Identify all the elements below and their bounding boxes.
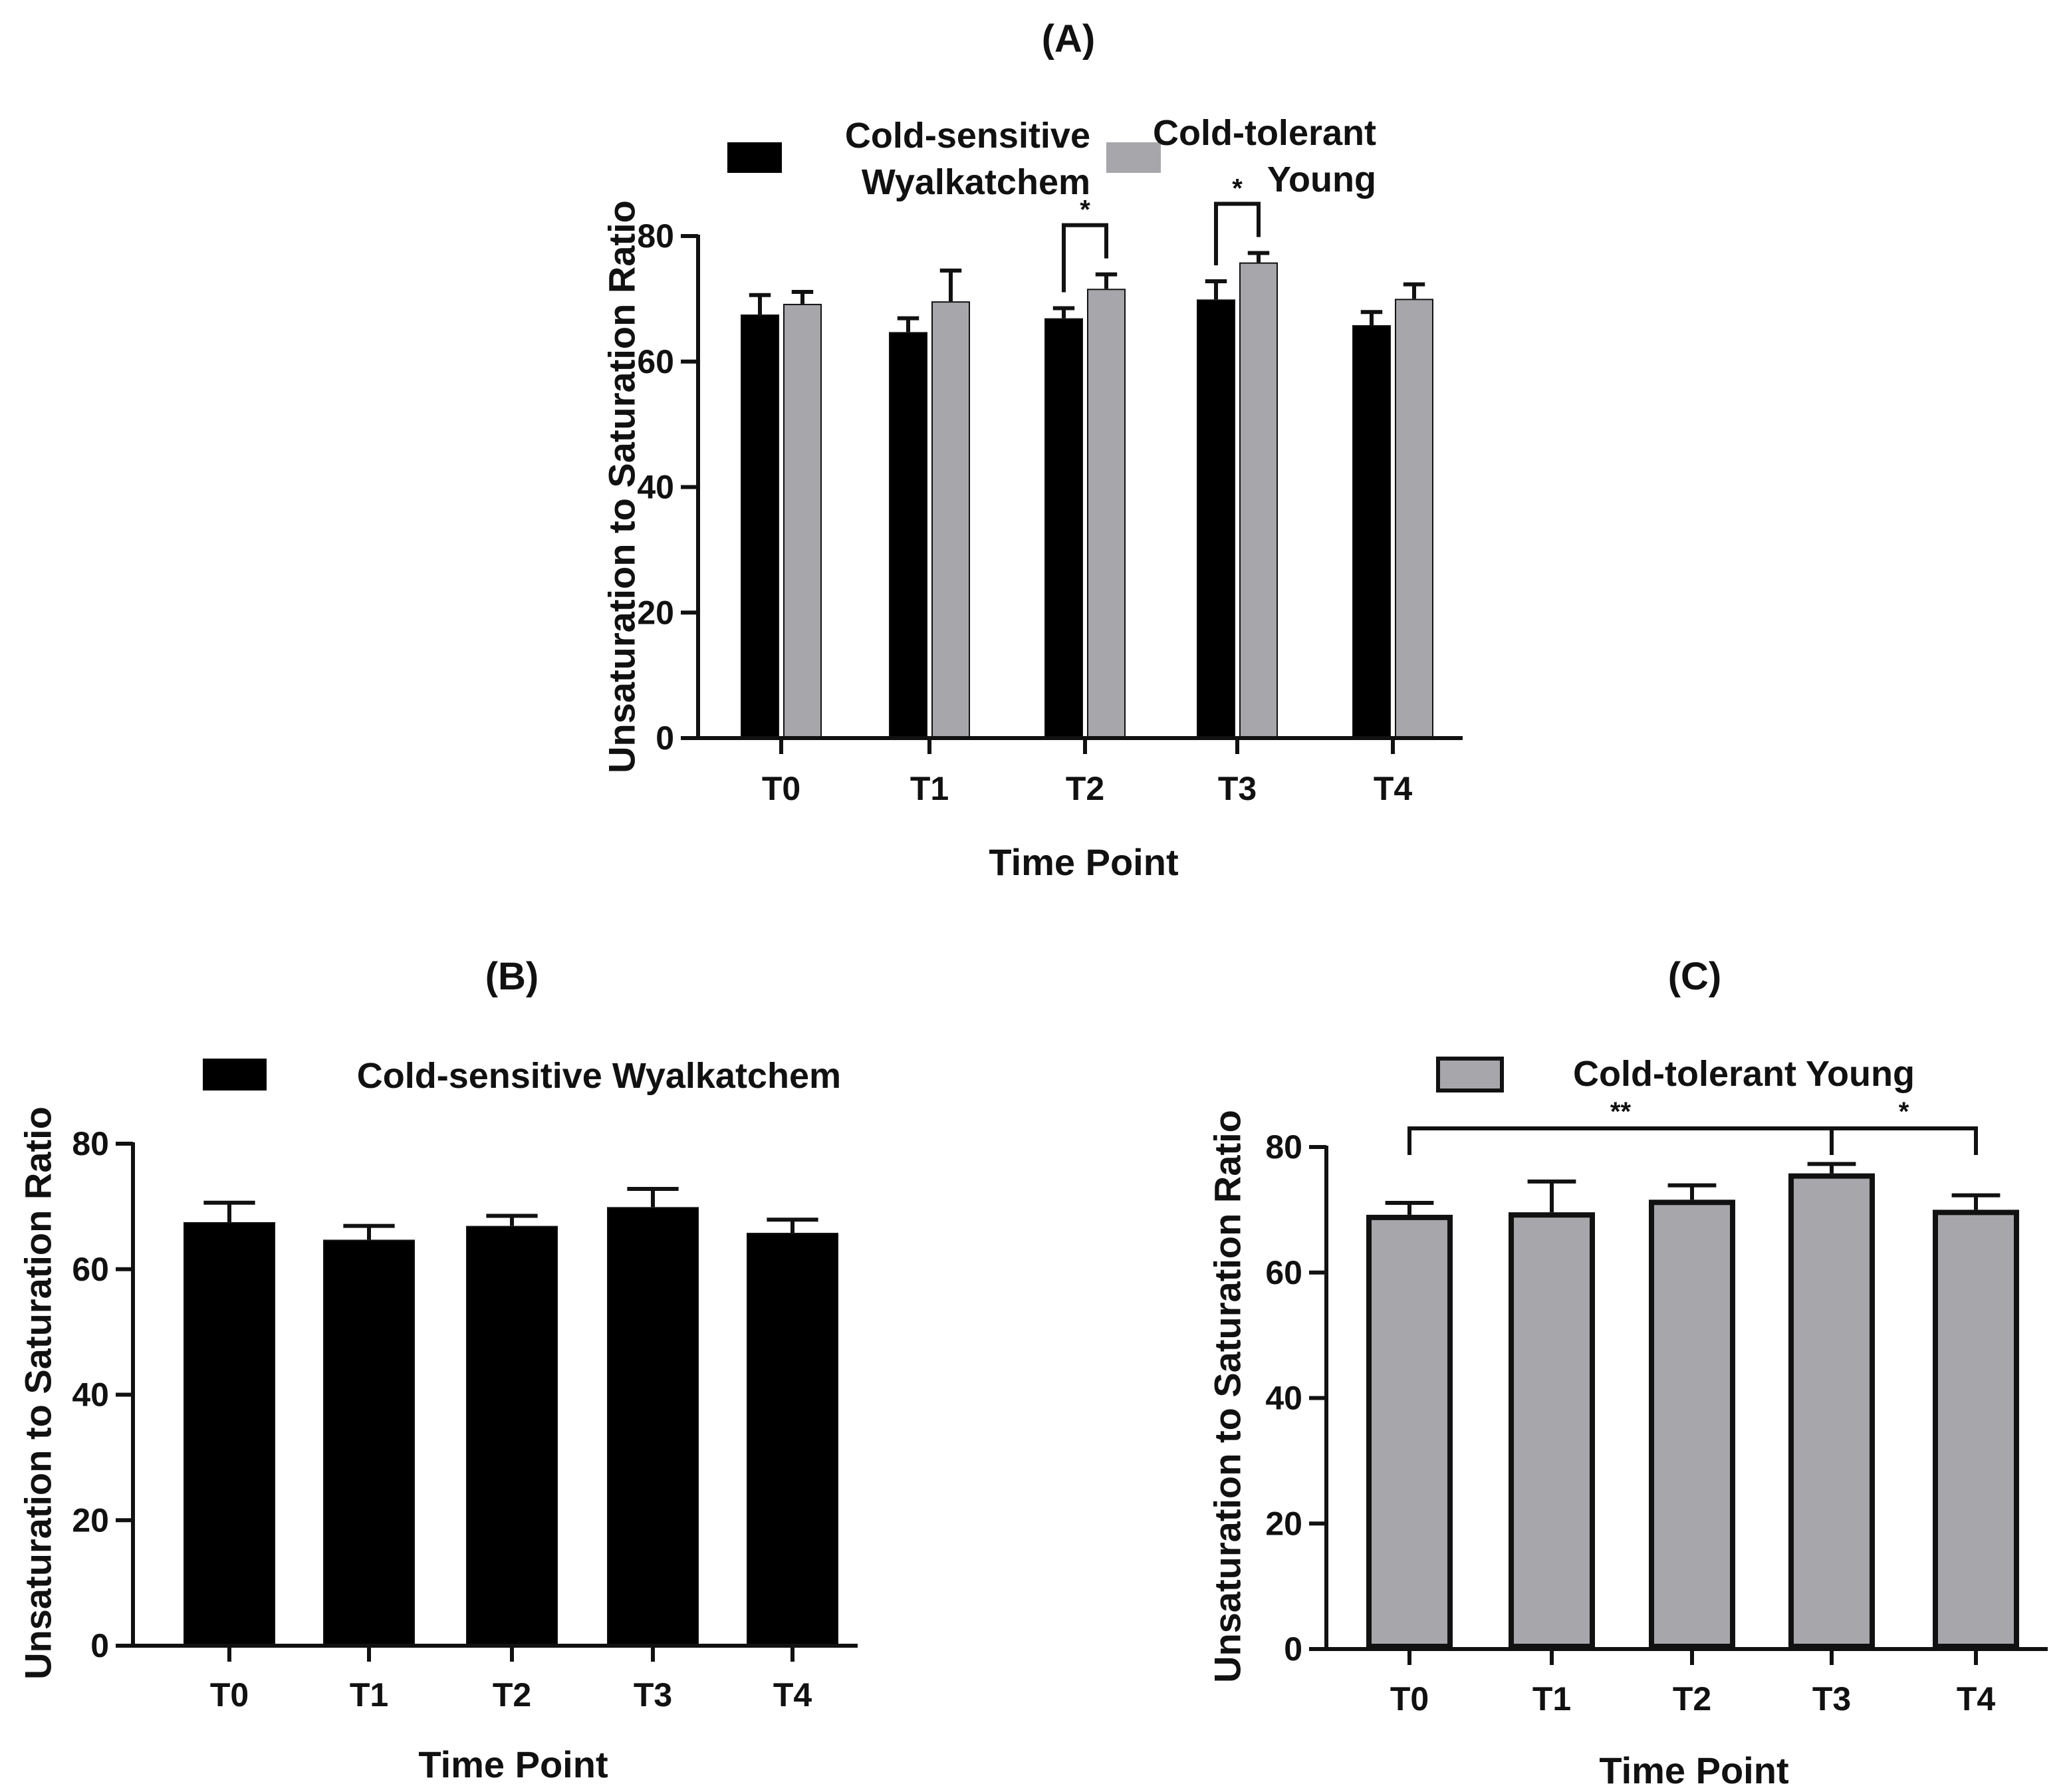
x-tick-label: T1 xyxy=(910,770,949,807)
bar-cold-tolerant-young-t1 xyxy=(1509,1212,1595,1649)
x-tick-label: T2 xyxy=(493,1676,531,1714)
panel-b: (B) 0 20 40 60 80 T0 T1 T2 T3 T4 Time Point Unsatura… xyxy=(17,955,858,1785)
legend-swatch xyxy=(1106,142,1161,173)
bar-cold-tolerant-young-t2 xyxy=(1087,289,1126,738)
significance-label: * xyxy=(1080,195,1090,225)
panel-title: (C) xyxy=(1668,955,1722,998)
bar-cold-tolerant-young-t0 xyxy=(783,303,822,738)
significance-bracket xyxy=(1062,223,1108,293)
bar-cold-sensitive-wyalkatchem-t3 xyxy=(607,1207,699,1646)
significance-bracket xyxy=(1407,1126,1834,1155)
bar-cold-sensitive-wyalkatchem-t4 xyxy=(1352,325,1391,738)
x-tick-label: T4 xyxy=(1957,1680,1996,1718)
y-tick-label: 20 xyxy=(1265,1505,1302,1542)
bar-cold-sensitive-wyalkatchem-t0 xyxy=(183,1221,275,1646)
bar-cold-sensitive-wyalkatchem-t1 xyxy=(889,332,927,738)
y-tick-label: 80 xyxy=(72,1125,109,1162)
y-tick-label: 0 xyxy=(90,1627,109,1664)
bar-cold-tolerant-young-t0 xyxy=(1366,1214,1453,1650)
y-tick-label: 0 xyxy=(656,719,674,757)
legend-swatch xyxy=(1436,1057,1504,1092)
bar-cold-sensitive-wyalkatchem-t2 xyxy=(466,1225,558,1646)
x-tick-label: T4 xyxy=(773,1676,812,1714)
x-tick-label: T2 xyxy=(1673,1680,1711,1718)
significance-bracket xyxy=(1214,201,1261,265)
x-tick-label: T3 xyxy=(1812,1680,1851,1718)
significance-label: * xyxy=(1232,174,1243,203)
bar-cold-tolerant-young-t4 xyxy=(1395,299,1433,738)
x-axis-label: Time Point xyxy=(418,1743,608,1785)
x-tick-label: T0 xyxy=(1390,1680,1429,1718)
x-tick-label: T1 xyxy=(1532,1680,1571,1718)
legend-label: Cold-sensitive Wyalkatchem xyxy=(357,1056,841,1096)
panel-title: (B) xyxy=(485,955,539,998)
x-tick-label: T0 xyxy=(762,770,800,807)
bar-cold-tolerant-young-t4 xyxy=(1933,1210,2019,1649)
x-tick-label: T1 xyxy=(350,1676,388,1714)
bar-cold-sensitive-wyalkatchem-t2 xyxy=(1044,318,1083,739)
significance-label: ** xyxy=(1610,1097,1632,1126)
x-tick-label: T0 xyxy=(210,1676,249,1714)
y-tick-label: 80 xyxy=(637,217,674,255)
y-axis-label: Unsaturation to Saturation Ratio xyxy=(17,1106,59,1680)
legend-swatch xyxy=(203,1059,267,1090)
bar-cold-tolerant-young-t3 xyxy=(1239,262,1278,738)
legend-label: Cold-tolerant xyxy=(1153,113,1376,153)
y-axis-label: Unsaturation to Saturation Ratio xyxy=(1207,1110,1249,1683)
bar-cold-tolerant-young-t3 xyxy=(1788,1173,1875,1649)
bar-cold-sensitive-wyalkatchem-t3 xyxy=(1197,299,1235,739)
legend-label: Wyalkatchem xyxy=(862,162,1090,202)
x-axis-label: Time Point xyxy=(989,841,1178,883)
y-tick-label: 80 xyxy=(1265,1128,1302,1166)
y-tick-label: 40 xyxy=(72,1376,109,1414)
bar-cold-tolerant-young-t2 xyxy=(1649,1200,1735,1649)
y-tick-label: 60 xyxy=(1265,1254,1302,1291)
x-tick-label: T3 xyxy=(634,1676,672,1714)
y-tick-label: 60 xyxy=(637,343,674,380)
legend-swatch xyxy=(727,142,782,173)
bar-cold-sensitive-wyalkatchem-t4 xyxy=(747,1233,838,1646)
bar-cold-sensitive-wyalkatchem-t1 xyxy=(323,1239,415,1646)
y-tick-label: 20 xyxy=(72,1501,109,1539)
legend-label: Cold-tolerant Young xyxy=(1573,1054,1915,1094)
y-tick-label: 0 xyxy=(1284,1630,1302,1668)
y-tick-label: 60 xyxy=(72,1251,109,1288)
legend-label: Cold-sensitive xyxy=(845,116,1090,156)
x-tick-label: T3 xyxy=(1218,770,1257,807)
significance-label: * xyxy=(1899,1097,1909,1126)
panel-title: (A) xyxy=(1042,17,1096,61)
bar-cold-tolerant-young-t1 xyxy=(931,301,970,738)
y-axis-label: Unsaturation to Saturation Ratio xyxy=(601,200,643,773)
significance-bracket xyxy=(1830,1126,1978,1155)
panel-c: (C) 0 20 40 60 80 T0 T1 T2 T3 T4 Time Point Unsatura… xyxy=(1207,955,2048,1791)
y-tick-label: 20 xyxy=(637,594,674,631)
x-axis-label: Time Point xyxy=(1599,1749,1788,1791)
panel-a: (A) 0 20 40 60 80 T0 T1 T2 T3 T4 Time Point Unsatura… xyxy=(601,17,1463,883)
bar-cold-sensitive-wyalkatchem-t0 xyxy=(741,314,779,738)
x-tick-label: T4 xyxy=(1374,770,1413,807)
x-tick-label: T2 xyxy=(1066,770,1104,807)
legend-label: Young xyxy=(1267,160,1376,199)
y-tick-label: 40 xyxy=(1265,1380,1302,1417)
y-tick-label: 40 xyxy=(637,469,674,506)
